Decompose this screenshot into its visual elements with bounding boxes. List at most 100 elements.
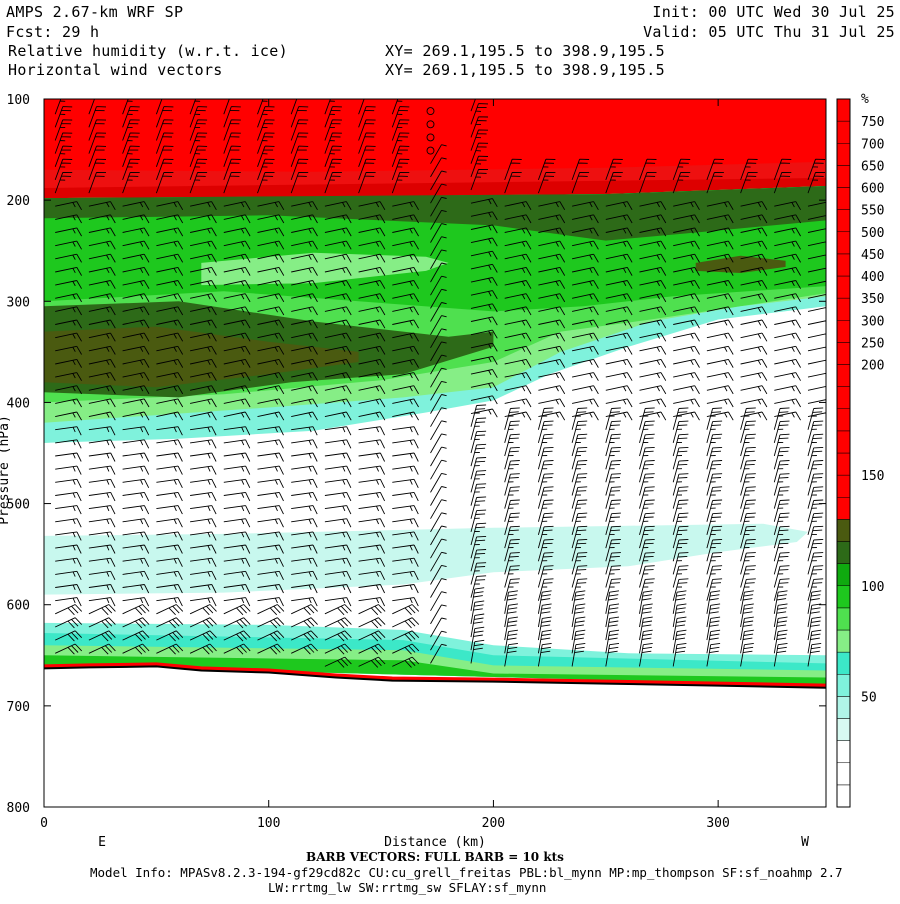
wind-barb [470, 237, 498, 247]
wind-barb [430, 315, 447, 335]
wind-barb [430, 407, 447, 427]
wind-barb [605, 345, 633, 355]
wind-barb [807, 158, 826, 181]
wind-barb [257, 306, 285, 316]
wind-barb [190, 439, 217, 449]
wind-barb [639, 590, 653, 614]
wind-barb [54, 158, 73, 181]
wind-barb [324, 158, 342, 181]
wind-barb [223, 345, 251, 355]
wind-barb [257, 119, 275, 141]
wind-barb [504, 385, 532, 395]
wind-barb [470, 417, 487, 441]
wind-barb [291, 280, 318, 289]
wind-barb [740, 372, 768, 381]
wind-barb [257, 385, 285, 395]
wind-barb [88, 398, 116, 408]
wind-barb [740, 398, 768, 408]
wind-barb [190, 478, 217, 489]
wind-barb [156, 604, 184, 616]
wind-barb [324, 617, 352, 629]
wind-barb [358, 531, 386, 541]
wind-barb [672, 538, 689, 562]
wind-barb [537, 629, 552, 654]
wind-barb [122, 106, 140, 128]
wind-barb [774, 240, 801, 250]
wind-barb [430, 223, 447, 243]
calm-circle [426, 133, 435, 142]
wind-barb [673, 293, 700, 303]
wind-barb [430, 591, 447, 612]
wind-barb [122, 332, 150, 342]
colorbar-cell [836, 740, 851, 764]
wind-barb [55, 465, 82, 475]
wind-barb [122, 345, 150, 355]
wind-barb [537, 433, 554, 457]
wind-barb [672, 642, 687, 667]
wind-barb [358, 426, 386, 436]
colorbar-cell [836, 430, 851, 454]
wind-barb [538, 214, 566, 224]
wind-barb [807, 407, 824, 430]
wind-barb [740, 201, 768, 211]
wind-barb [672, 525, 689, 549]
wind-barb [190, 518, 217, 528]
wind-barb [324, 557, 352, 567]
wind-barb [88, 411, 116, 421]
wind-barb [122, 570, 150, 581]
wind-barb [122, 518, 150, 528]
wind-barb [392, 426, 419, 436]
wind-barb [470, 329, 498, 339]
wind-barb [639, 552, 655, 575]
wind-barb [324, 643, 352, 655]
wind-barb [538, 240, 566, 250]
wind-barb [470, 129, 489, 151]
wind-barb [538, 385, 566, 395]
wind-barb [571, 171, 590, 194]
wind-barb [358, 491, 386, 502]
wind-barb [156, 266, 184, 276]
rh-region-red-dark [44, 177, 826, 201]
wind-barb [88, 358, 116, 368]
wind-barb [706, 565, 723, 588]
wind-barb [155, 132, 174, 154]
wind-barb [706, 590, 721, 614]
wind-barb [358, 345, 386, 355]
wind-barb [156, 306, 184, 316]
wind-barb [257, 617, 285, 629]
wind-barb [55, 452, 82, 462]
wind-barb [740, 266, 768, 276]
wind-barb [537, 525, 554, 549]
wind-barb [156, 214, 184, 224]
wind-barb [706, 629, 721, 654]
wind-barb [673, 332, 700, 342]
wind-barb [223, 158, 241, 181]
wind-barb [706, 616, 721, 641]
wind-barb [257, 358, 285, 368]
wind-barb [223, 452, 251, 462]
wind-barb [470, 613, 485, 638]
wind-barb [55, 630, 83, 642]
wind-barb [537, 446, 554, 470]
wind-barb [55, 439, 82, 449]
wind-barb [392, 439, 419, 449]
wind-barb [291, 630, 318, 642]
wind-barb [257, 319, 285, 329]
wind-barb [537, 407, 554, 430]
terrain-profile [44, 662, 826, 807]
wind-barb [740, 446, 756, 470]
wind-barb [470, 600, 485, 624]
wind-barb [392, 604, 420, 616]
wind-barb [290, 145, 309, 167]
colorbar-label: 750 [861, 115, 884, 130]
colorbar-label: 300 [861, 314, 884, 329]
wind-barb [324, 531, 352, 541]
wind-barb [392, 293, 419, 303]
wind-barb [358, 439, 386, 449]
wind-barb [257, 201, 285, 211]
colorbar-cell [836, 231, 851, 255]
wind-barb [324, 253, 352, 263]
wind-barb [392, 617, 420, 629]
wind-barb [430, 170, 447, 191]
wind-barb [190, 227, 217, 237]
